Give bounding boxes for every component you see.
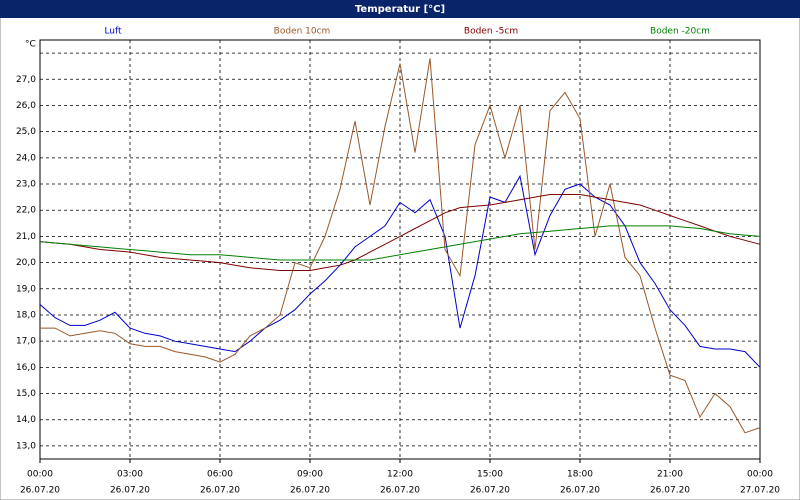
x-tick-date: 26.07.20 [200, 486, 240, 496]
y-tick-label: 14,0 [16, 415, 36, 425]
y-tick-label: 16,0 [16, 363, 36, 373]
y-tick-label: 13,0 [16, 441, 36, 451]
y-tick-label: 25,0 [16, 127, 36, 137]
series-line [39, 194, 761, 271]
x-tick-date: 26.07.20 [110, 486, 150, 496]
x-tick-label: 21:00 [657, 470, 683, 480]
x-tick-label: 00:00 [27, 470, 53, 480]
x-tick-label: 09:00 [297, 470, 323, 480]
x-tick-date: 26.07.20 [470, 486, 510, 496]
series-line [40, 58, 761, 434]
legend-entry: Boden -5cm [464, 27, 518, 37]
y-tick-label: 23,0 [16, 180, 36, 190]
series-line [39, 174, 761, 368]
x-tick-label: 00:00 [747, 470, 773, 480]
y-tick-label: 15,0 [16, 389, 36, 399]
y-tick-label: 26,0 [16, 101, 36, 111]
y-tick-label: 27,0 [16, 75, 36, 85]
y-tick-label: 17,0 [16, 337, 36, 347]
y-tick-label: 19,0 [16, 284, 36, 294]
x-tick-label: 15:00 [477, 470, 503, 480]
x-tick-label: 06:00 [207, 470, 233, 480]
x-tick-date: 26.07.20 [560, 486, 600, 496]
x-tick-date: 26.07.20 [650, 486, 690, 496]
y-tick-label: 22,0 [16, 206, 36, 216]
x-tick-label: 12:00 [387, 470, 413, 480]
title-bar [0, 0, 800, 18]
x-tick-date: 26.07.20 [380, 486, 420, 496]
y-tick-label: 18,0 [16, 310, 36, 320]
y-tick-label: 20,0 [16, 258, 36, 268]
chart-title: Temperatur [°C] [355, 4, 445, 15]
y-unit: °C [25, 40, 36, 50]
legend-entry: Boden 10cm [274, 27, 331, 37]
plot-border [39, 39, 761, 460]
y-tick-label: 21,0 [16, 232, 36, 242]
legend-entry: Boden -20cm [650, 27, 710, 37]
x-tick-label: 18:00 [567, 470, 593, 480]
x-tick-date: 26.07.20 [290, 486, 330, 496]
x-tick-date: 27.07.20 [740, 486, 780, 496]
legend-entry: Luft [104, 27, 122, 37]
series-line [39, 225, 761, 261]
y-tick-label: 24,0 [16, 153, 36, 163]
x-tick-date: 26.07.20 [20, 486, 60, 496]
x-tick-label: 03:00 [117, 470, 143, 480]
